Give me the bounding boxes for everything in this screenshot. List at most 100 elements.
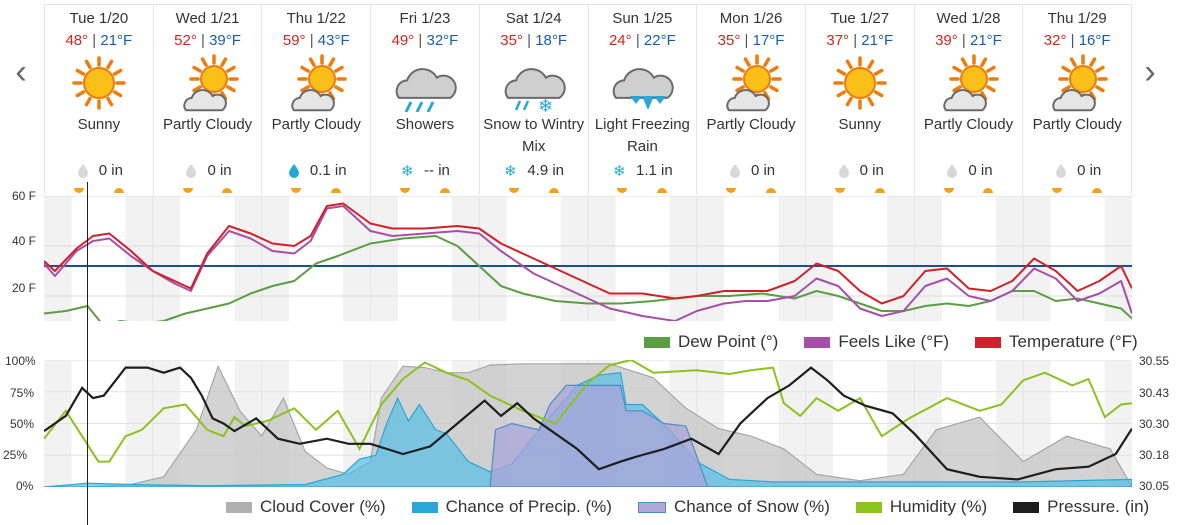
day-column[interactable]: Sun 1/25 24° | 22°F Light Freezing Rain … [589,5,698,195]
legend-precip[interactable]: Chance of Precip. (%) [411,497,612,517]
sunrise-sunset-markers [154,188,262,193]
temp-separator: | [522,32,536,49]
precip-value: 0.1 in [309,161,347,179]
sunrise-sunset-markers [697,188,805,193]
precip-amount: ❄ -- in [371,160,479,180]
sunrise-icon [834,188,845,193]
pressure-axis-label-3: 30.30 [1139,417,1170,431]
day-column[interactable]: Thu 1/22 59° | 43°F Partly Cloudy 0.1 in [262,5,372,195]
night-band [275,196,290,321]
condition-text: Snow to Wintry Mix [483,116,585,155]
temperature-chart [44,196,1132,321]
night-band [928,196,942,321]
precip-value: 0 in [750,161,776,179]
sunrise-icon [73,188,84,193]
day-column[interactable]: Tue 1/27 37° | 21°F Sunny 0 in [806,5,915,195]
day-date: Sun 1/25 [612,10,673,27]
sunrise-sunset-markers [45,188,153,193]
legend-cloud-cover[interactable]: Cloud Cover (%) [226,497,386,517]
night-band [669,196,684,321]
sunrise-icon [182,188,193,193]
legend-humidity[interactable]: Humidity (%) [855,497,988,517]
night-band [1118,196,1132,321]
night-band [234,196,249,321]
day-column[interactable]: Tue 1/20 48° | 21°F Sunny 0 in [44,5,154,195]
low-temp: 21°F [861,32,894,49]
chevron-left-icon: ‹ [15,53,27,91]
snow-area [489,384,719,487]
svg-text:❄: ❄ [538,96,553,112]
svg-text:❄: ❄ [613,163,626,178]
night-band [152,196,167,321]
day-column[interactable]: Wed 1/28 39° | 21°F Partly Cloudy 0 in [915,5,1024,195]
high-temp: 32° [1043,32,1067,49]
night-band [166,196,181,321]
night-band [44,196,58,321]
night-band [696,196,711,321]
rain-precip-icon [947,164,958,178]
legend-dew-point[interactable]: Dew Point (°) [644,332,778,352]
legend-pressure[interactable]: Pressure. (in) [1013,497,1149,517]
sunrise-icon [726,188,737,193]
night-band [710,196,725,321]
day-column[interactable]: Fri 1/23 49° | 32°F Showers ❄ -- in [371,5,480,195]
precip-value: 1.1 in [636,161,673,179]
sunrise-icon [291,188,302,193]
day-temps: 35° | 17°F [697,32,805,50]
precip-value: 0 in [1077,161,1102,179]
night-band [1009,196,1024,321]
legend-pressure-label: Pressure. (in) [1047,497,1150,516]
day-column[interactable]: Wed 1/21 52° | 39°F Partly Cloudy 0 in [154,5,263,195]
current-time-cursor[interactable] [87,182,88,525]
day-column[interactable]: Sat 1/24 35° | 18°F ❄ Snow to Wintry Mix… [480,5,589,195]
next-days-button[interactable]: › [1135,52,1165,92]
night-band [452,196,466,321]
precip-value: 0 in [859,161,884,179]
night-band [914,196,929,321]
night-band [370,196,385,321]
sunset-icon [874,188,885,193]
precip-value: 4.9 in [527,161,565,179]
legend-snow[interactable]: Chance of Snow (%) [637,497,830,517]
prev-days-button[interactable]: ‹ [6,52,36,92]
day-temps: 39° | 21°F [915,32,1023,50]
low-temp: 16°F [1078,32,1111,49]
night-band [683,196,698,321]
high-temp: 35° [717,32,741,49]
temp-separator: | [88,32,101,49]
low-temp: 17°F [752,32,785,49]
legend-precip-label: Chance of Precip. (%) [445,497,612,516]
sunset-icon [983,188,994,193]
sunset-icon [548,188,559,193]
day-column[interactable]: Thu 1/29 32° | 16°F Partly Cloudy 0 in [1023,5,1133,195]
condition-text: Partly Cloudy [923,116,1014,133]
series-line-2 [44,235,1132,321]
partly-cloudy-icon [1052,54,1108,112]
legend-snow-label: Chance of Snow (%) [673,497,830,516]
day-column[interactable]: Mon 1/26 35° | 17°F Partly Cloudy 0 in [697,5,806,195]
legend-temperature[interactable]: Temperature (°F) [975,332,1138,352]
pct-axis-label-25: 25% [3,448,28,462]
precip-value: 0 in [968,161,993,179]
rain-precip-icon [77,164,88,178]
low-temp: 39°F [209,32,241,49]
night-band [574,196,589,321]
day-temps: 49° | 32°F [371,32,479,50]
partly-cloudy-icon [726,54,782,112]
night-band [125,196,140,321]
night-band [261,196,276,321]
legend-humidity-label: Humidity (%) [889,497,988,516]
precip-amount: 0 in [697,160,805,180]
sunset-icon [331,188,342,193]
day-date: Mon 1/26 [719,10,783,27]
night-band [887,196,902,321]
legend-feels-like[interactable]: Feels Like (°F) [804,332,949,352]
legend-cloud-cover-label: Cloud Cover (%) [260,497,386,516]
sunset-icon [765,188,776,193]
high-temp: 35° [500,32,523,49]
temp-axis-label-20: 20 F [12,281,37,295]
night-band [384,196,398,321]
pct-axis-label-50: 50% [10,417,35,431]
low-temp: 21°F [970,32,1002,49]
partly-cloudy-icon [182,54,239,112]
